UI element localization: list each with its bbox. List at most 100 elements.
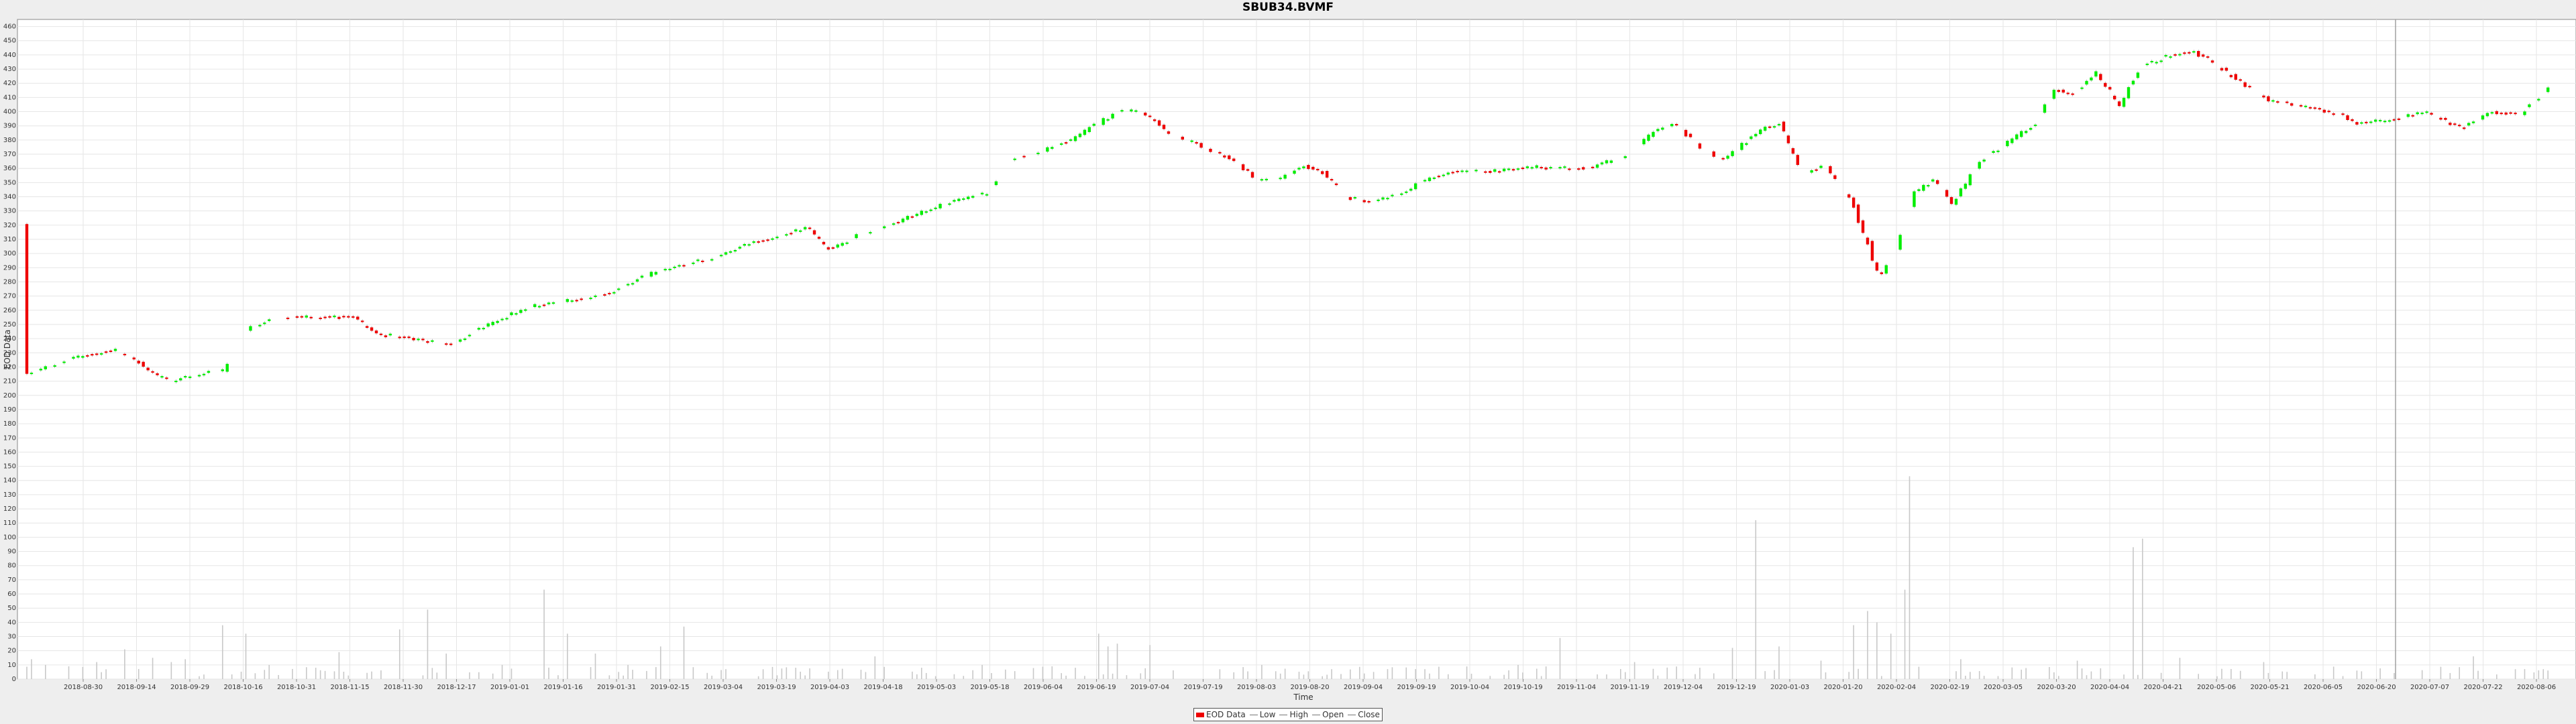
candle-body bbox=[1051, 147, 1054, 149]
plot-area bbox=[17, 19, 2576, 680]
y-tick-label: 50 bbox=[7, 605, 16, 612]
candle-body bbox=[1796, 155, 1799, 166]
candle-body bbox=[719, 255, 723, 257]
candle-body bbox=[2444, 117, 2447, 120]
candle-body bbox=[640, 276, 644, 278]
candle-body bbox=[967, 196, 970, 200]
candle-body bbox=[319, 317, 322, 320]
candle-body bbox=[1232, 158, 1236, 162]
x-tick-label: 2020-04-04 bbox=[2090, 684, 2129, 691]
candle-body bbox=[826, 247, 830, 250]
x-tick-label: 2020-02-19 bbox=[1930, 684, 1969, 691]
candle-body bbox=[91, 354, 94, 356]
y-tick-label: 80 bbox=[7, 562, 16, 570]
y-tick-label: 180 bbox=[3, 420, 16, 428]
candle-body bbox=[2485, 113, 2489, 117]
candle-body bbox=[1083, 129, 1087, 135]
candle-body bbox=[1391, 194, 1394, 196]
candle-body bbox=[2509, 112, 2512, 114]
candle-body bbox=[2108, 86, 2112, 90]
candle-body bbox=[1763, 126, 1767, 131]
candle-body bbox=[752, 241, 755, 243]
candle-body bbox=[337, 316, 341, 319]
candle-body bbox=[2425, 111, 2428, 113]
x-tick-label: 2019-03-19 bbox=[757, 684, 796, 691]
candle-body bbox=[1945, 190, 1949, 197]
candle-body bbox=[1535, 165, 1538, 168]
candle-body bbox=[892, 223, 896, 225]
candle-body bbox=[817, 237, 821, 239]
candle-body bbox=[2546, 87, 2550, 93]
x-tick-label: 2020-02-04 bbox=[1877, 684, 1916, 691]
candle-body bbox=[841, 243, 844, 246]
candle-body bbox=[1181, 136, 1185, 140]
candle-body bbox=[207, 371, 211, 373]
candle-body bbox=[962, 198, 965, 200]
x-tick-label: 2018-10-31 bbox=[277, 684, 316, 691]
x-tick-label: 2019-01-31 bbox=[597, 684, 636, 691]
candle-body bbox=[1750, 136, 1753, 139]
candle-body bbox=[1674, 123, 1678, 126]
candle-body bbox=[1279, 178, 1282, 180]
candle-body bbox=[608, 292, 611, 295]
candle-body bbox=[1321, 171, 1324, 174]
candle-body bbox=[1502, 168, 1506, 172]
candle-body bbox=[1595, 164, 1599, 168]
candle-body bbox=[1931, 179, 1935, 182]
y-tick-label: 230 bbox=[3, 349, 16, 357]
candle-body bbox=[1577, 168, 1580, 170]
y-tick-label: 300 bbox=[3, 250, 16, 257]
candle-body bbox=[202, 373, 206, 375]
candle-body bbox=[1768, 126, 1772, 128]
candle-body bbox=[855, 234, 858, 239]
y-tick-label: 100 bbox=[3, 534, 16, 541]
candle-body bbox=[2094, 71, 2098, 77]
candle-body bbox=[482, 328, 485, 330]
legend-item-eod: EOD Data bbox=[1196, 710, 1246, 719]
candle-body bbox=[2043, 104, 2047, 113]
candle-body bbox=[1069, 139, 1073, 141]
candle-body bbox=[2174, 54, 2177, 56]
candle-body bbox=[249, 326, 252, 331]
candle-body bbox=[2080, 87, 2084, 89]
x-tick-label: 2020-05-06 bbox=[2197, 684, 2236, 691]
x-tick-label: 2019-08-20 bbox=[1290, 684, 1329, 691]
candle-body bbox=[2117, 101, 2121, 107]
candle-body bbox=[2346, 115, 2349, 121]
candle-body bbox=[547, 302, 551, 304]
candle-body bbox=[1377, 199, 1380, 201]
candle-body bbox=[1087, 127, 1091, 133]
candle-body bbox=[44, 366, 47, 369]
y-tick-label: 310 bbox=[3, 236, 16, 243]
x-tick-label: 2019-10-19 bbox=[1503, 684, 1542, 691]
candle-body bbox=[2471, 121, 2475, 123]
candle-body bbox=[263, 322, 266, 324]
candle-body bbox=[365, 326, 369, 328]
candle-body bbox=[2239, 79, 2242, 81]
candle-body bbox=[678, 265, 681, 267]
candle-body bbox=[1759, 129, 1762, 135]
candle-body bbox=[1563, 166, 1566, 168]
candle-body bbox=[323, 316, 327, 318]
candle-body bbox=[2467, 123, 2471, 126]
candle-body bbox=[1199, 143, 1203, 148]
candle-body bbox=[1334, 183, 1338, 186]
x-tick-label: 2018-11-15 bbox=[330, 684, 369, 691]
candle-body bbox=[109, 350, 113, 353]
candle-body bbox=[1209, 148, 1212, 152]
candle-body bbox=[1525, 166, 1529, 168]
candle-body bbox=[1875, 262, 1879, 271]
candle-body bbox=[1400, 193, 1403, 195]
candle-body bbox=[1144, 113, 1147, 116]
candle-body bbox=[142, 361, 145, 367]
candle-body bbox=[631, 283, 635, 285]
candle-body bbox=[417, 339, 420, 341]
x-tick-label: 2020-01-20 bbox=[1823, 684, 1862, 691]
candle-body bbox=[2378, 119, 2382, 122]
candle-body bbox=[62, 361, 66, 363]
y-tick-label: 270 bbox=[3, 293, 16, 300]
candle-body bbox=[1325, 171, 1329, 178]
candle-body bbox=[1623, 156, 1627, 158]
candle-body bbox=[2392, 119, 2396, 121]
candle-body bbox=[696, 259, 700, 261]
